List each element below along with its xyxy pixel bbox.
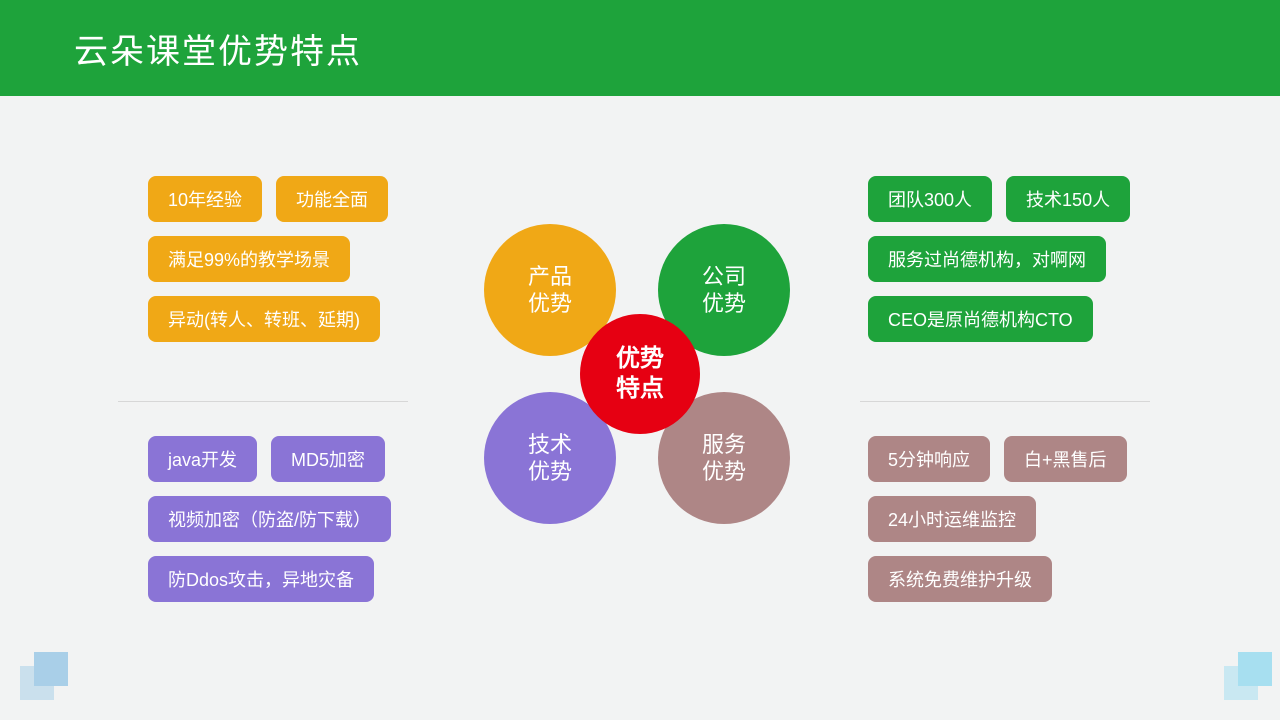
pill: 异动(转人、转班、延期) (148, 296, 380, 342)
pill: 团队300人 (868, 176, 992, 222)
divider-left (118, 401, 408, 402)
petal-service-l2: 优势 (702, 458, 746, 486)
pill-group-top-left: 10年经验功能全面满足99%的教学场景异动(转人、转班、延期) (148, 176, 388, 342)
pill: MD5加密 (271, 436, 385, 482)
pill-group-bottom-left: java开发 MD5加密视频加密（防盗/防下载） 防Ddos攻击，异地灾备 (148, 436, 391, 602)
pill: java开发 (148, 436, 257, 482)
center-l2: 特点 (616, 374, 664, 404)
petal-product-l1: 产品 (528, 263, 572, 291)
pill-group-top-right: 团队300人技术150人服务过尚德机构，对啊网 CEO是原尚德机构CTO (868, 176, 1130, 342)
pill: 系统免费维护升级 (868, 556, 1052, 602)
pill: 24小时运维监控 (868, 496, 1036, 542)
pill: 防Ddos攻击，异地灾备 (148, 556, 374, 602)
pill: 5分钟响应 (868, 436, 990, 482)
header-bar: 云朵课堂优势特点 (0, 0, 1280, 96)
center-circle: 优势 特点 (580, 314, 700, 434)
petal-tech-l2: 优势 (528, 458, 572, 486)
pill: 功能全面 (276, 176, 388, 222)
pill-group-bottom-right: 5分钟响应白+黑售后 24小时运维监控系统免费维护升级 (868, 436, 1127, 602)
page-title: 云朵课堂优势特点 (74, 24, 362, 73)
content-area: 10年经验功能全面满足99%的教学场景异动(转人、转班、延期) 团队300人技术… (0, 96, 1280, 720)
petal-tech-l1: 技术 (528, 431, 572, 459)
pill: 服务过尚德机构，对啊网 (868, 236, 1106, 282)
pill: 白+黑售后 (1004, 436, 1127, 482)
pill: 满足99%的教学场景 (148, 236, 350, 282)
center-l1: 优势 (616, 344, 664, 374)
divider-right (860, 401, 1150, 402)
pill: 10年经验 (148, 176, 262, 222)
petal-product-l2: 优势 (528, 290, 572, 318)
petal-company-l2: 优势 (702, 290, 746, 318)
pill: 视频加密（防盗/防下载） (148, 496, 391, 542)
petal-service-l1: 服务 (702, 431, 746, 459)
pill: 技术150人 (1006, 176, 1130, 222)
pill: CEO是原尚德机构CTO (868, 296, 1093, 342)
petal-company-l1: 公司 (702, 263, 746, 291)
